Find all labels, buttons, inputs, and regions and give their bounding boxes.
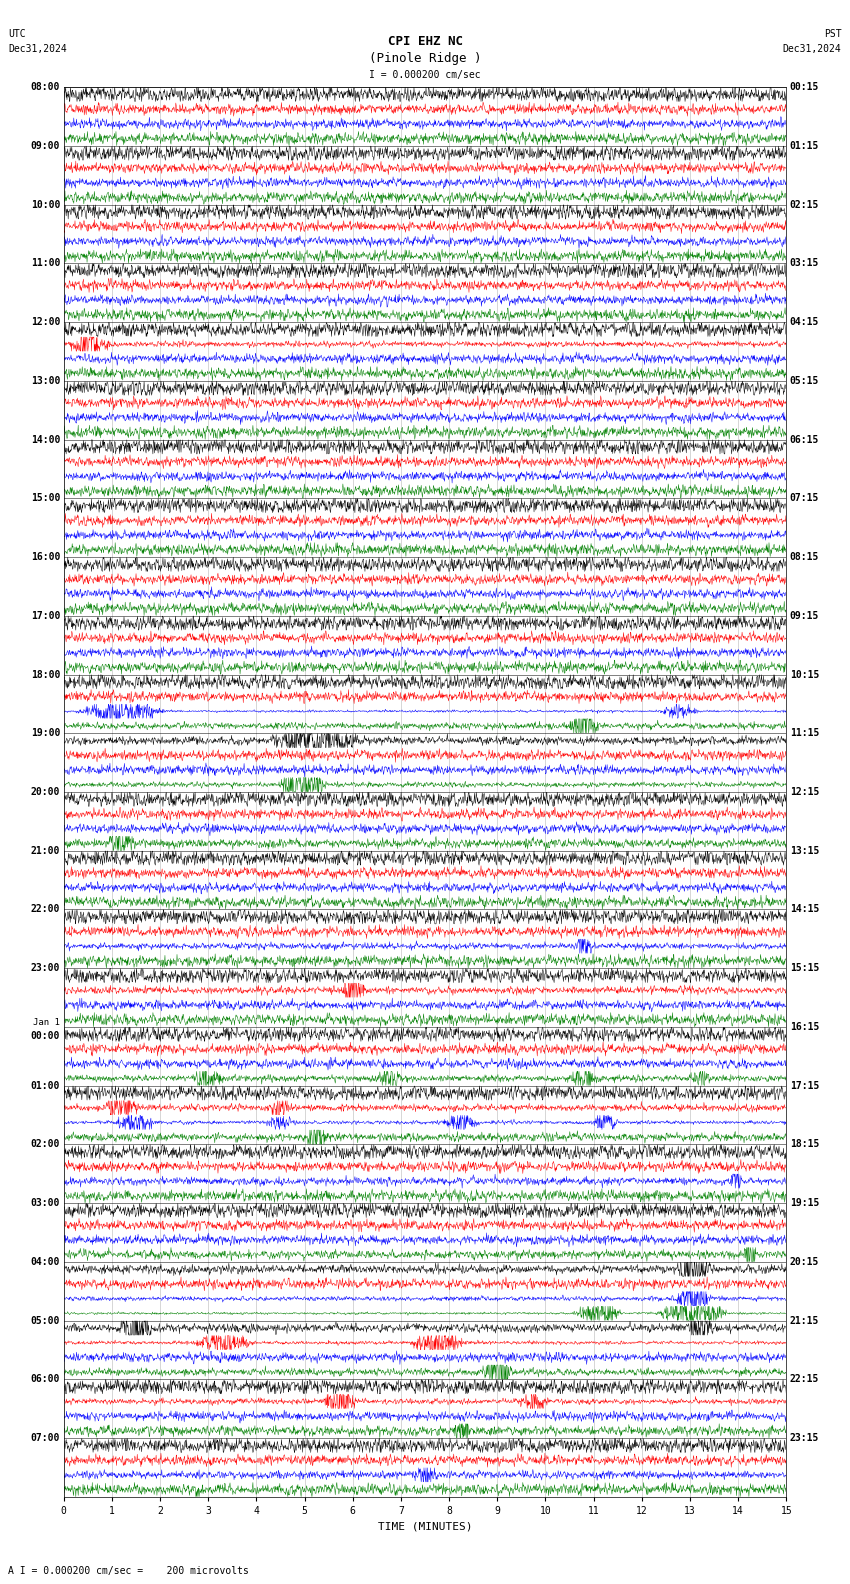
Text: 10:15: 10:15 [790, 670, 819, 680]
Text: 06:00: 06:00 [31, 1375, 60, 1384]
Text: PST: PST [824, 29, 842, 38]
Text: 21:00: 21:00 [31, 846, 60, 855]
Text: 13:15: 13:15 [790, 846, 819, 855]
Text: 08:00: 08:00 [31, 82, 60, 92]
Text: 11:00: 11:00 [31, 258, 60, 268]
Text: 12:15: 12:15 [790, 787, 819, 797]
Text: 18:15: 18:15 [790, 1139, 819, 1150]
Text: 03:15: 03:15 [790, 258, 819, 268]
Text: 06:15: 06:15 [790, 434, 819, 445]
Text: 15:15: 15:15 [790, 963, 819, 973]
Text: 07:00: 07:00 [31, 1434, 60, 1443]
Text: 20:00: 20:00 [31, 787, 60, 797]
Text: 20:15: 20:15 [790, 1258, 819, 1267]
Text: 16:00: 16:00 [31, 553, 60, 562]
Text: 14:15: 14:15 [790, 904, 819, 914]
Text: 12:00: 12:00 [31, 317, 60, 326]
Text: UTC: UTC [8, 29, 26, 38]
Text: 09:15: 09:15 [790, 611, 819, 621]
Text: 15:00: 15:00 [31, 493, 60, 504]
Text: 16:15: 16:15 [790, 1022, 819, 1031]
Text: 02:00: 02:00 [31, 1139, 60, 1150]
Text: 18:00: 18:00 [31, 670, 60, 680]
Text: Jan 1: Jan 1 [33, 1019, 60, 1026]
Text: 22:15: 22:15 [790, 1375, 819, 1384]
Text: 08:15: 08:15 [790, 553, 819, 562]
Text: I = 0.000200 cm/sec: I = 0.000200 cm/sec [369, 70, 481, 79]
Text: 01:15: 01:15 [790, 141, 819, 150]
Text: 13:00: 13:00 [31, 375, 60, 386]
Text: (Pinole Ridge ): (Pinole Ridge ) [369, 52, 481, 65]
Text: 00:00: 00:00 [31, 1031, 60, 1041]
Text: Dec31,2024: Dec31,2024 [783, 44, 842, 54]
Text: 14:00: 14:00 [31, 434, 60, 445]
Text: 00:15: 00:15 [790, 82, 819, 92]
Text: 10:00: 10:00 [31, 200, 60, 209]
Text: 09:00: 09:00 [31, 141, 60, 150]
Text: 23:00: 23:00 [31, 963, 60, 973]
Text: 11:15: 11:15 [790, 729, 819, 738]
Text: 03:00: 03:00 [31, 1198, 60, 1209]
Text: 19:15: 19:15 [790, 1198, 819, 1209]
Text: 17:00: 17:00 [31, 611, 60, 621]
Text: 17:15: 17:15 [790, 1080, 819, 1091]
Text: 22:00: 22:00 [31, 904, 60, 914]
Text: 02:15: 02:15 [790, 200, 819, 209]
Text: A I = 0.000200 cm/sec =    200 microvolts: A I = 0.000200 cm/sec = 200 microvolts [8, 1567, 249, 1576]
Text: 05:00: 05:00 [31, 1316, 60, 1326]
Text: 07:15: 07:15 [790, 493, 819, 504]
Text: 19:00: 19:00 [31, 729, 60, 738]
Text: 04:00: 04:00 [31, 1258, 60, 1267]
Text: Dec31,2024: Dec31,2024 [8, 44, 67, 54]
X-axis label: TIME (MINUTES): TIME (MINUTES) [377, 1522, 473, 1532]
Text: 23:15: 23:15 [790, 1434, 819, 1443]
Text: 05:15: 05:15 [790, 375, 819, 386]
Text: CPI EHZ NC: CPI EHZ NC [388, 35, 462, 48]
Text: 04:15: 04:15 [790, 317, 819, 326]
Text: 21:15: 21:15 [790, 1316, 819, 1326]
Text: 01:00: 01:00 [31, 1080, 60, 1091]
